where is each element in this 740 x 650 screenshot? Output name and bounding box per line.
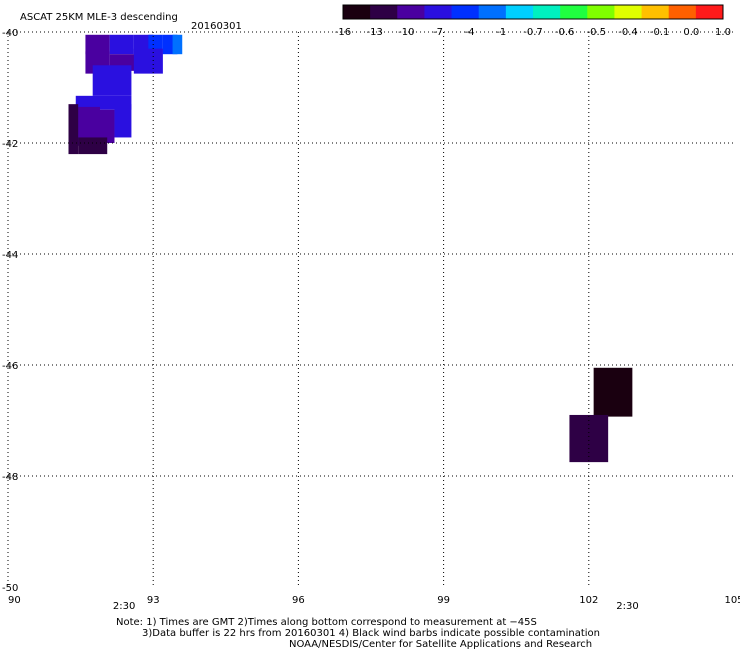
time-label: 2:30	[113, 601, 135, 612]
colorbar-tick-label: -0.4	[618, 27, 638, 38]
colorbar-tick-label: -0.5	[587, 27, 607, 38]
data-cell	[133, 48, 163, 74]
x-tick-label: 90	[8, 595, 21, 606]
colorbar-segment	[587, 5, 615, 19]
colorbar-tick-label: -13	[366, 27, 382, 38]
colorbar-segment	[343, 5, 371, 19]
data-cell	[78, 137, 108, 155]
colorbar-segment	[641, 5, 670, 19]
colorbar-tick-label: -0.1	[650, 27, 670, 38]
time-labels: 2:30 2:30	[113, 601, 639, 612]
colorbar-segment	[505, 5, 534, 19]
x-tick-label: 96	[292, 595, 305, 606]
note-line-2: 3)Data buffer is 22 hrs from 20160301 4)…	[142, 628, 600, 639]
data-cell	[593, 367, 633, 417]
grid-lines	[8, 32, 734, 587]
x-tick-label: 105	[724, 595, 740, 606]
colorbar-tick-label: -0.6	[555, 27, 575, 38]
data-cell	[97, 109, 115, 143]
colorbar: -16 -13 -10 -7 -4 -1 -0.7 -0.6 -0.5 -0.4 -0.1 0.0 1.…	[335, 4, 731, 38]
data-cell	[109, 34, 134, 55]
x-tick-label: 93	[147, 595, 160, 606]
colorbar-segment	[533, 5, 561, 19]
data-cell	[92, 65, 132, 96]
data-cell	[569, 414, 609, 463]
colorbar-frame	[342, 4, 724, 20]
chart-title: ASCAT 25KM MLE-3 descending	[20, 12, 178, 23]
axes: 90 93 96 99 102 105 -40 -42 -44 -46 -48 -50	[2, 28, 740, 606]
y-tick-label: -40	[2, 28, 18, 39]
y-tick-label: -46	[2, 361, 18, 372]
chart-date: 20160301	[191, 21, 242, 32]
colorbar-segment	[424, 5, 453, 19]
colorbar-segment	[478, 5, 507, 19]
colorbar-tick-label: -0.7	[523, 27, 543, 38]
x-tick-label: 102	[579, 595, 598, 606]
y-tick-label: -42	[2, 139, 18, 150]
colorbar-tick-label: 0.0	[683, 27, 699, 38]
colorbar-tick-label: -1	[496, 27, 506, 38]
note-line-1: Note: 1) Times are GMT 2)Times along bot…	[116, 617, 537, 628]
data-cells	[68, 34, 633, 463]
colorbar-tick-label: -4	[465, 27, 475, 38]
y-tick-label: -48	[2, 472, 18, 483]
colorbar-tick-label: -10	[398, 27, 414, 38]
y-tick-label: -44	[2, 250, 18, 261]
colorbar-segment	[451, 5, 480, 19]
colorbar-segment	[370, 5, 398, 19]
data-cell	[68, 104, 79, 155]
data-cell	[114, 104, 132, 138]
colorbar-segment	[695, 5, 724, 19]
colorbar-tick-label: -16	[335, 27, 351, 38]
x-tick-label: 99	[437, 595, 450, 606]
note-line-3: NOAA/NESDIS/Center for Satellite Applica…	[289, 639, 593, 650]
y-tick-label: -50	[2, 583, 18, 594]
colorbar-segment	[397, 5, 425, 19]
colorbar-tick-label: 1.0	[715, 27, 731, 38]
time-label: 2:30	[616, 601, 638, 612]
data-cell	[85, 34, 110, 55]
colorbar-segment	[668, 5, 697, 19]
colorbar-segment	[614, 5, 643, 19]
colorbar-segment	[560, 5, 588, 19]
data-cell	[172, 34, 183, 55]
colorbar-tick-label: -7	[433, 27, 443, 38]
